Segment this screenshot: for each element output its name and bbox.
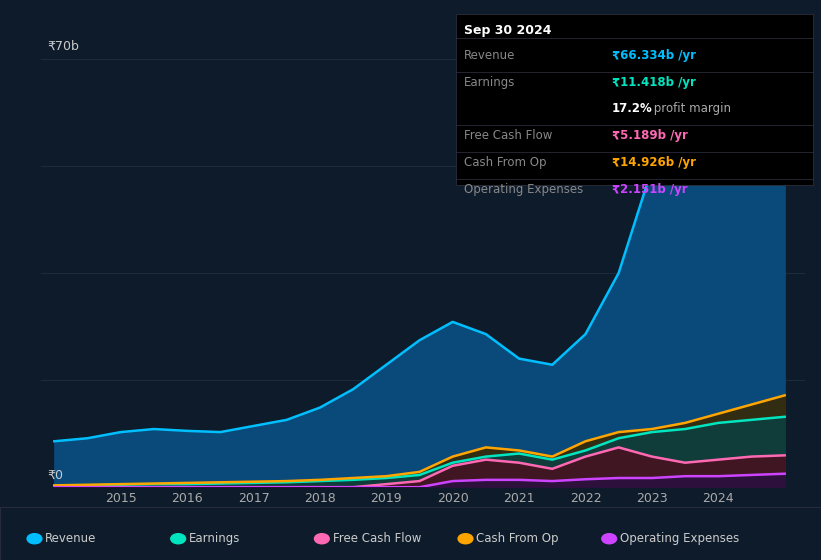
Text: ₹5.189b /yr: ₹5.189b /yr <box>612 129 687 142</box>
Text: ₹11.418b /yr: ₹11.418b /yr <box>612 76 695 88</box>
Text: Sep 30 2024: Sep 30 2024 <box>464 24 552 37</box>
Text: Cash From Op: Cash From Op <box>464 156 546 169</box>
Text: Operating Expenses: Operating Expenses <box>620 532 739 545</box>
Text: 17.2%: 17.2% <box>612 102 653 115</box>
Text: ₹66.334b /yr: ₹66.334b /yr <box>612 49 695 62</box>
Text: Cash From Op: Cash From Op <box>476 532 558 545</box>
Text: Earnings: Earnings <box>464 76 516 88</box>
Text: Free Cash Flow: Free Cash Flow <box>333 532 421 545</box>
Text: Earnings: Earnings <box>189 532 241 545</box>
Text: ₹2.151b /yr: ₹2.151b /yr <box>612 183 687 196</box>
Text: Revenue: Revenue <box>464 49 516 62</box>
Text: Revenue: Revenue <box>45 532 97 545</box>
Text: Free Cash Flow: Free Cash Flow <box>464 129 553 142</box>
Text: ₹14.926b /yr: ₹14.926b /yr <box>612 156 695 169</box>
Text: ₹70b: ₹70b <box>48 40 80 53</box>
Text: Operating Expenses: Operating Expenses <box>464 183 583 196</box>
Text: ₹0: ₹0 <box>48 469 64 482</box>
Text: profit margin: profit margin <box>650 102 732 115</box>
